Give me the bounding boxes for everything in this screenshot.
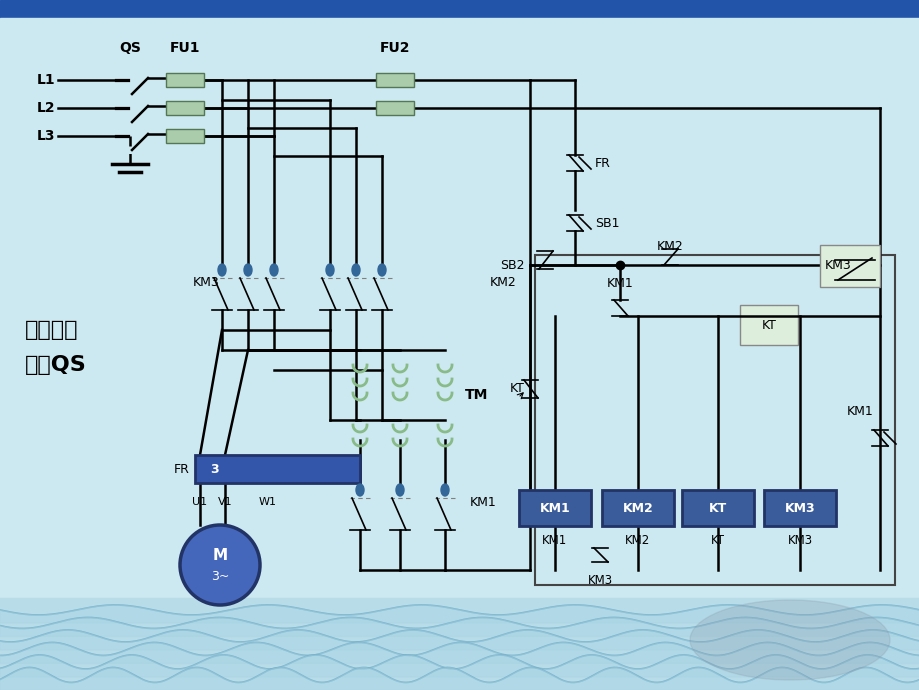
- Bar: [601, 490, 674, 526]
- Bar: [376, 73, 414, 87]
- Text: KT: KT: [509, 382, 525, 395]
- Text: QS: QS: [119, 41, 141, 55]
- Bar: [165, 73, 204, 87]
- Text: KM1: KM1: [542, 534, 567, 547]
- Text: KM2: KM2: [625, 534, 650, 547]
- Text: FR: FR: [595, 157, 610, 170]
- Text: KM1: KM1: [470, 495, 496, 509]
- Bar: [535, 255, 894, 585]
- Text: M: M: [212, 547, 227, 562]
- Ellipse shape: [378, 264, 386, 276]
- Bar: [0, 598, 919, 690]
- Ellipse shape: [440, 484, 448, 496]
- Text: KM3: KM3: [824, 259, 851, 271]
- Bar: [165, 101, 204, 115]
- Text: KM3: KM3: [787, 534, 811, 547]
- Text: W1: W1: [259, 497, 277, 507]
- Ellipse shape: [395, 484, 403, 496]
- Text: KM3: KM3: [193, 275, 220, 288]
- Text: 3: 3: [210, 462, 219, 475]
- Text: FR: FR: [174, 462, 190, 475]
- Bar: [819, 245, 879, 287]
- Ellipse shape: [218, 264, 226, 276]
- Text: L3: L3: [37, 129, 55, 143]
- Text: FU1: FU1: [170, 41, 200, 55]
- Bar: [376, 101, 414, 115]
- Ellipse shape: [689, 600, 889, 680]
- Text: KM3: KM3: [784, 502, 814, 515]
- Ellipse shape: [325, 264, 334, 276]
- Text: 3~: 3~: [210, 571, 229, 584]
- Bar: [681, 490, 754, 526]
- Text: V1: V1: [218, 497, 233, 507]
- Text: KM2: KM2: [622, 502, 652, 515]
- Ellipse shape: [244, 264, 252, 276]
- Text: L1: L1: [37, 73, 55, 87]
- Text: KM1: KM1: [845, 405, 872, 418]
- Text: SB2: SB2: [500, 259, 525, 271]
- Text: KT: KT: [709, 502, 726, 515]
- Text: KT: KT: [710, 534, 724, 547]
- Bar: [0, 18, 919, 598]
- Text: TM: TM: [464, 388, 488, 402]
- Text: U1: U1: [192, 497, 208, 507]
- Text: SB1: SB1: [595, 217, 618, 230]
- Text: FU2: FU2: [380, 41, 410, 55]
- Text: 合上电源: 合上电源: [25, 320, 78, 340]
- Text: 开关QS: 开关QS: [25, 355, 86, 375]
- Text: KM2: KM2: [656, 240, 683, 253]
- Bar: [518, 490, 590, 526]
- Text: L2: L2: [37, 101, 55, 115]
- Text: KM1: KM1: [539, 502, 570, 515]
- Text: KM2: KM2: [490, 275, 516, 288]
- Text: KT: KT: [761, 319, 776, 331]
- Ellipse shape: [356, 484, 364, 496]
- Text: KM3: KM3: [587, 574, 612, 587]
- Bar: [739, 305, 797, 345]
- Bar: [763, 490, 835, 526]
- Bar: [165, 129, 204, 143]
- Ellipse shape: [180, 525, 260, 605]
- Bar: [0, 0, 919, 18]
- Text: KM1: KM1: [606, 277, 632, 290]
- Ellipse shape: [269, 264, 278, 276]
- Bar: [195, 455, 359, 483]
- Ellipse shape: [352, 264, 359, 276]
